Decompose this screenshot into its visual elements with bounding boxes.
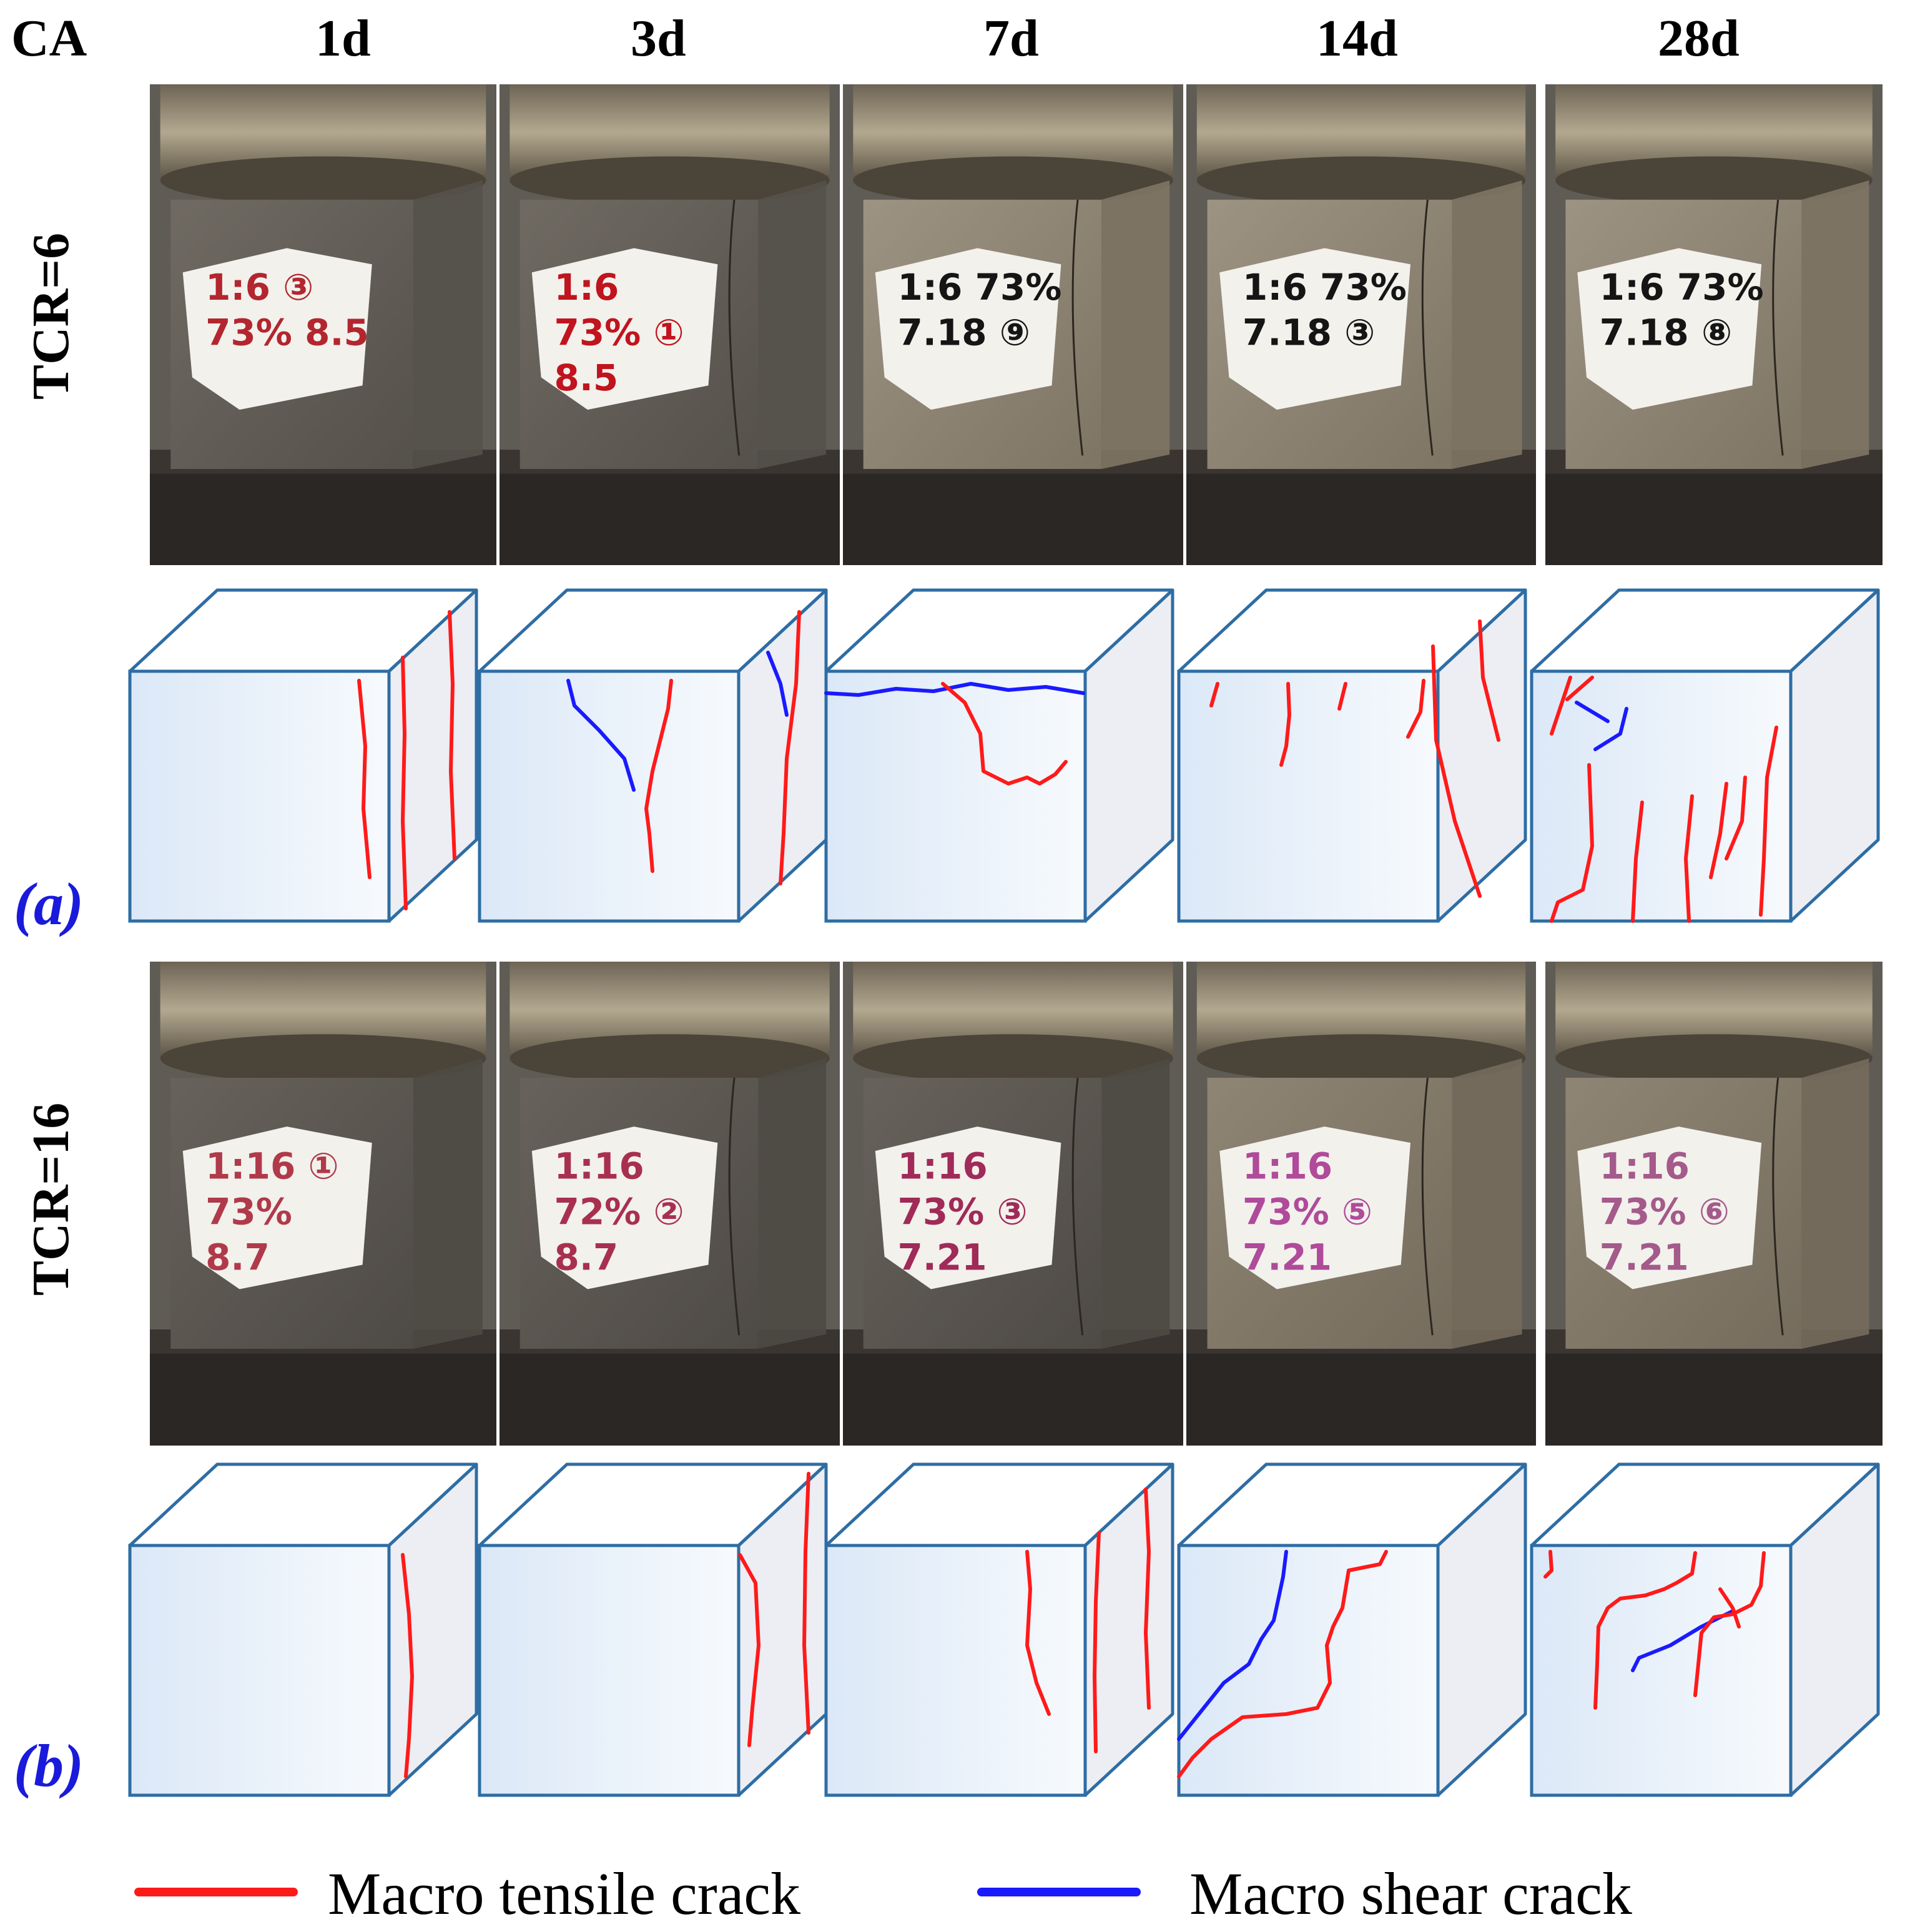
tensile-crack-line xyxy=(1759,726,1778,917)
specimen-photo-r1-3d: 1:6 73% ① 8.5 xyxy=(500,84,840,565)
ca-label: CA xyxy=(11,9,87,67)
row-label-tcr6: TCR=6 xyxy=(22,232,80,400)
shear-crack-line xyxy=(1593,707,1628,751)
shear-crack-line xyxy=(566,679,636,792)
age-header-1d: 1d xyxy=(315,9,371,67)
crack-diagram-r1-1d xyxy=(125,584,481,934)
specimen-label-line: 73% ③ xyxy=(897,1190,1027,1233)
crack-diagram-r2-14d xyxy=(1174,1458,1530,1808)
specimen-label-line: 7.21 xyxy=(1600,1236,1689,1278)
specimen-label-line: 1:6 73% xyxy=(1243,266,1407,308)
tensile-crack-line xyxy=(1709,782,1728,879)
specimen-photo-r2-28d: 1:16 73% ⑥ 7.21 xyxy=(1545,962,1883,1446)
tensile-crack-line xyxy=(738,1553,761,1747)
specimen-label-line: 7.18 ⑨ xyxy=(897,312,1030,354)
specimen-label-line: 73% 8.5 xyxy=(205,312,369,354)
tensile-crack-line xyxy=(1565,676,1594,701)
tensile-crack-line xyxy=(1631,801,1644,923)
specimen-label-line: 1:6 xyxy=(554,266,619,308)
specimen-label-line: 73% xyxy=(205,1190,292,1233)
tensile-crack-line xyxy=(779,610,801,885)
tensile-crack-line xyxy=(1431,644,1482,898)
legend-shear-swatch xyxy=(977,1888,1141,1896)
age-header-14d: 14d xyxy=(1316,9,1398,67)
tensile-crack-line xyxy=(1406,679,1425,739)
tensile-crack-line xyxy=(1684,794,1694,923)
specimen-photo-r1-14d: 1:6 73% 7.18 ③ xyxy=(1186,84,1536,565)
tensile-crack-line xyxy=(357,679,372,879)
specimen-label-line: 7.18 ③ xyxy=(1243,312,1375,354)
specimen-photo-r1-28d: 1:6 73% 7.18 ⑧ xyxy=(1545,84,1883,565)
specimen-label-line: 1:6 73% xyxy=(897,266,1061,308)
specimen-label-line: 8.5 xyxy=(554,357,618,399)
specimen-label-line: 72% ② xyxy=(554,1190,684,1233)
crack-diagram-r1-3d xyxy=(475,584,830,934)
legend: Macro tensile crack Macro shear crack xyxy=(0,1864,1905,1926)
specimen-label-line: 8.7 xyxy=(205,1236,270,1278)
specimen-label-line: 1:6 ③ xyxy=(205,266,313,308)
specimen-label-line: 1:16 xyxy=(554,1145,644,1187)
tensile-crack-line xyxy=(1718,1587,1741,1629)
tensile-crack-line xyxy=(1725,776,1747,860)
age-header-28d: 28d xyxy=(1658,9,1740,67)
specimen-label-line: 8.7 xyxy=(554,1236,618,1278)
panel-tag-b: (b) xyxy=(14,1732,84,1799)
specimen-label-line: 7.18 ⑧ xyxy=(1600,312,1732,354)
crack-diagram-r2-3d xyxy=(475,1458,830,1808)
tensile-crack-line xyxy=(1279,682,1291,767)
specimen-photo-r2-14d: 1:16 73% ⑤ 7.21 xyxy=(1186,962,1536,1446)
specimen-photo-r1-7d: 1:6 73% 7.18 ⑨ xyxy=(843,84,1183,565)
specimen-label-line: 1:16 xyxy=(897,1145,987,1187)
tensile-crack-line xyxy=(1093,1531,1101,1753)
row-label-tcr16: TCR=16 xyxy=(22,1102,80,1296)
tensile-crack-line xyxy=(1693,1551,1766,1697)
tensile-crack-line xyxy=(1593,1551,1697,1710)
tensile-crack-line xyxy=(401,656,408,910)
specimen-label-line: 73% ① xyxy=(554,312,684,354)
crack-diagram-r2-1d xyxy=(125,1458,481,1808)
tensile-crack-line xyxy=(401,1553,414,1778)
specimen-photo-r1-1d: 1:6 ③ 73% 8.5 xyxy=(150,84,496,565)
tensile-crack-line xyxy=(941,682,1068,786)
shear-crack-line xyxy=(824,682,1085,697)
legend-tensile-swatch xyxy=(134,1888,298,1896)
specimen-label-line: 1:16 xyxy=(1600,1145,1690,1187)
specimen-label-line: 7.21 xyxy=(897,1236,987,1278)
tensile-crack-line xyxy=(1025,1550,1051,1716)
specimen-label-line: 7.21 xyxy=(1243,1236,1332,1278)
crack-diagram-r2-7d xyxy=(821,1458,1177,1808)
specimen-label-line: 73% ⑥ xyxy=(1600,1190,1730,1233)
specimen-photo-r2-7d: 1:16 73% ③ 7.21 xyxy=(843,962,1183,1446)
specimen-photo-r2-1d: 1:16 ① 73% 8.7 xyxy=(150,962,496,1446)
tensile-crack-line xyxy=(1550,763,1594,923)
tensile-crack-line xyxy=(1550,676,1572,736)
tensile-crack-line xyxy=(1144,1487,1151,1710)
specimen-label-line: 1:16 xyxy=(1243,1145,1332,1187)
legend-shear-label: Macro shear crack xyxy=(1189,1860,1632,1927)
specimen-photo-r2-3d: 1:16 72% ② 8.7 xyxy=(500,962,840,1446)
crack-diagram-r1-7d xyxy=(821,584,1177,934)
crack-diagram-r1-14d xyxy=(1174,584,1530,934)
tensile-crack-line xyxy=(802,1472,810,1735)
tensile-crack-line xyxy=(1177,1550,1388,1778)
panel-tag-a: (a) xyxy=(14,870,84,937)
specimen-label-line: 1:6 73% xyxy=(1600,266,1764,308)
specimen-label-line: 73% ⑤ xyxy=(1243,1190,1372,1233)
tensile-crack-line xyxy=(1478,619,1500,742)
shear-crack-line xyxy=(1575,701,1610,723)
age-header-3d: 3d xyxy=(631,9,686,67)
tensile-crack-line xyxy=(1337,682,1347,711)
specimen-label-line: 1:16 ① xyxy=(205,1145,339,1187)
legend-tensile-label: Macro tensile crack xyxy=(328,1860,800,1927)
tensile-crack-line xyxy=(644,679,673,873)
shear-crack-line xyxy=(1177,1550,1288,1741)
shear-crack-line xyxy=(766,651,789,717)
tensile-crack-line xyxy=(448,610,456,860)
crack-diagram-r1-28d xyxy=(1527,584,1883,934)
age-header-7d: 7d xyxy=(983,9,1039,67)
crack-diagram-r2-28d xyxy=(1527,1458,1883,1808)
tensile-crack-line xyxy=(1209,682,1219,707)
tensile-crack-line xyxy=(1543,1550,1553,1579)
